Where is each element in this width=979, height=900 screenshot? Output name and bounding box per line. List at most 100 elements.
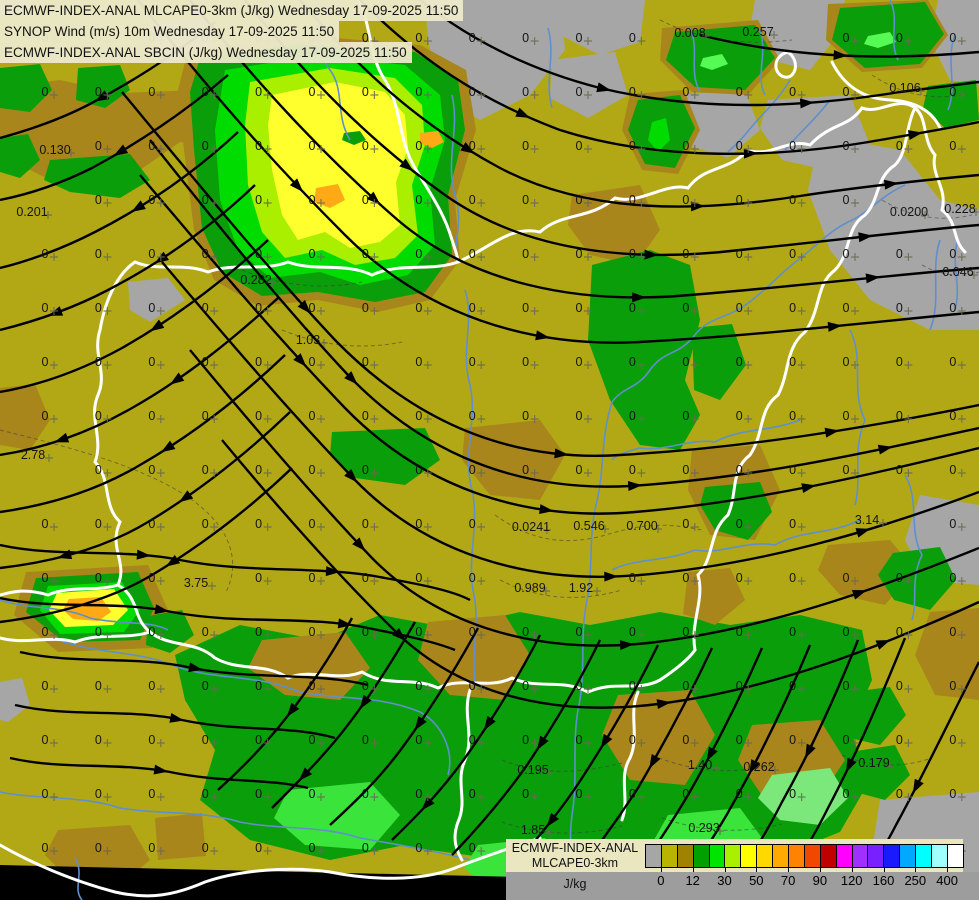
station-cross <box>957 685 966 693</box>
station-cross <box>423 37 432 45</box>
station-cross <box>156 631 165 639</box>
station-value: 0 <box>95 571 102 585</box>
station-cross <box>851 361 859 369</box>
sbcin-contour <box>881 199 973 219</box>
station-value: 0 <box>576 787 583 801</box>
station-cross <box>477 847 486 855</box>
station-cross <box>50 91 58 99</box>
streamline-arrowhead <box>883 179 899 190</box>
shade-region <box>0 384 50 450</box>
colorbar-tick <box>660 867 662 872</box>
station-value: 0 <box>415 733 422 747</box>
station-cross <box>545 769 553 777</box>
station-value: 0 <box>682 733 689 747</box>
station-cross <box>210 199 219 207</box>
station-value: 0 <box>843 355 850 369</box>
streamline-arrowhead <box>912 778 924 794</box>
station-value: 0 <box>202 841 209 855</box>
station-cross <box>210 793 219 801</box>
station-value: 0 <box>415 247 422 261</box>
station-value: 0 <box>42 571 49 585</box>
station-value: 0 <box>309 517 316 531</box>
station-value: 0 <box>202 517 209 531</box>
station-cross <box>530 145 539 153</box>
station-value: 0 <box>522 85 529 99</box>
station-value: 0 <box>255 679 262 693</box>
station-cross <box>637 307 646 315</box>
station-cross <box>957 37 966 45</box>
streamline-arrowhead <box>833 50 848 61</box>
wind-streamline <box>244 0 979 257</box>
station-value: 0 <box>576 247 583 261</box>
station-value: 0 <box>95 517 102 531</box>
station-value: 0 <box>469 355 476 369</box>
station-cross <box>477 37 486 45</box>
station-value: 0 <box>843 571 850 585</box>
station-value: 0 <box>789 463 796 477</box>
station-cross <box>690 631 699 639</box>
station-value: 0 <box>736 409 743 423</box>
station-cross <box>957 415 966 423</box>
station-cross <box>210 145 219 153</box>
station-value: 0 <box>789 139 796 153</box>
station-value: 0 <box>42 679 49 693</box>
shade-region <box>923 80 979 128</box>
station-label-layer: 0000000000000000000000000000000000000000… <box>16 25 979 855</box>
station-cross <box>530 415 539 423</box>
station-value: 0 <box>362 355 369 369</box>
header-line-mlcape: ECMWF-INDEX-ANAL MLCAPE0-3km (J/kg) Wedn… <box>0 0 464 21</box>
station-value: 0 <box>896 31 903 45</box>
sbcin-contour <box>871 74 963 98</box>
station-cross <box>67 149 75 157</box>
station-value: 0 <box>949 409 956 423</box>
streamline-arrowhead <box>827 321 843 332</box>
station-cross <box>542 587 550 595</box>
station-value: 0 <box>736 733 743 747</box>
station-value: 0 <box>736 679 743 693</box>
station-value: 0 <box>148 355 155 369</box>
station-value: 0 <box>255 571 262 585</box>
legend-subtitle: MLCAPE0-3km <box>531 856 619 870</box>
colorbar-tick-label: 12 <box>685 873 700 888</box>
station-value: 0 <box>629 571 636 585</box>
station-value: 0 <box>843 409 850 423</box>
shade-region <box>930 0 979 85</box>
station-cross <box>156 253 165 261</box>
station-cross <box>744 91 753 99</box>
station-value: 0 <box>309 571 316 585</box>
streamline-arrowhead <box>824 427 840 438</box>
colorbar-cell <box>947 845 963 867</box>
station-value: 0 <box>522 733 529 747</box>
station-cross <box>530 307 539 315</box>
station-cross <box>156 523 165 531</box>
streamline-arrowhead <box>154 604 170 615</box>
shade-region <box>146 610 194 653</box>
streamline-arrowhead <box>743 148 758 159</box>
station-cross <box>317 577 325 585</box>
country-border <box>692 106 917 652</box>
station-cross <box>156 145 165 153</box>
station-cross <box>851 577 859 585</box>
sbcin-value-label: 0.257 <box>742 25 773 39</box>
station-value: 0 <box>362 31 369 45</box>
station-value: 0 <box>309 409 316 423</box>
station-cross <box>957 631 966 639</box>
station-value: 0 <box>469 571 476 585</box>
station-cross <box>797 199 806 207</box>
station-value: 0 <box>736 85 743 99</box>
streamline-arrowhead <box>113 144 129 156</box>
station-value: 0 <box>469 733 476 747</box>
sbcin-value-label: 0.700 <box>626 519 657 533</box>
wind-streamline <box>0 184 256 332</box>
station-cross <box>530 739 539 747</box>
station-cross <box>904 253 913 261</box>
station-cross <box>477 199 486 207</box>
station-cross <box>263 469 272 477</box>
station-cross <box>44 211 52 219</box>
station-cross <box>370 145 379 153</box>
station-cross <box>156 199 165 207</box>
station-cross <box>744 577 753 585</box>
station-cross <box>103 469 112 477</box>
station-cross <box>263 523 272 531</box>
station-value: 0 <box>576 301 583 315</box>
